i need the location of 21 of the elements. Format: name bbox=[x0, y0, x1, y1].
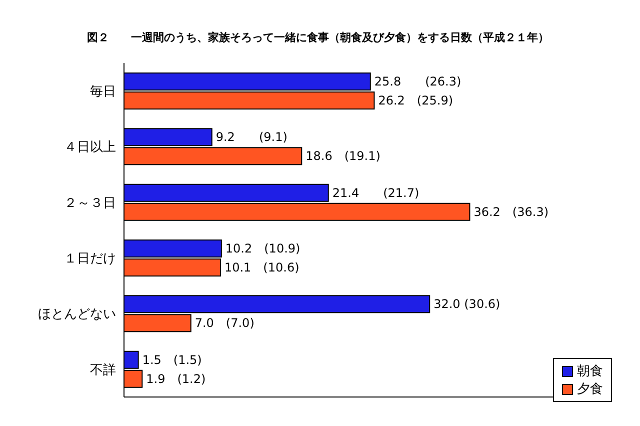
data-label: 10.1 (10.6) bbox=[224, 260, 300, 275]
data-label: 1.9 (1.2) bbox=[146, 372, 206, 386]
y-tick-label: 不詳 bbox=[90, 362, 116, 378]
y-tick-label: ２～３日 bbox=[64, 196, 116, 211]
data-label: 36.2 (36.3) bbox=[474, 204, 549, 219]
y-tick-label: 毎日 bbox=[90, 84, 116, 100]
data-label: 7.0 (7.0) bbox=[194, 316, 254, 330]
y-tick-label: ４日以上 bbox=[64, 140, 116, 156]
data-label: 26.2 (25.9) bbox=[378, 94, 454, 108]
data-label: 32.0 (30.6) bbox=[434, 297, 500, 312]
legend-label: 朝食 bbox=[577, 363, 603, 380]
data-label: 21.4 (21.7) bbox=[332, 186, 420, 200]
data-label: 10.2 (10.9) bbox=[225, 242, 300, 256]
chart-title: 図２ 一週間のうち、家族そろって一緒に食事（朝食及び夕食）をする日数（平成２１年） bbox=[86, 30, 550, 46]
legend-label: 夕食 bbox=[577, 381, 603, 398]
data-label: 1.5 (1.5) bbox=[142, 352, 202, 367]
data-label: 18.6 (19.1) bbox=[306, 149, 380, 164]
data-label: 25.8 (26.3) bbox=[374, 74, 462, 89]
y-tick-label: １日だけ bbox=[64, 251, 116, 266]
data-label: 9.2 (9.1) bbox=[216, 130, 288, 144]
y-tick-label: ほとんどない bbox=[38, 307, 116, 322]
